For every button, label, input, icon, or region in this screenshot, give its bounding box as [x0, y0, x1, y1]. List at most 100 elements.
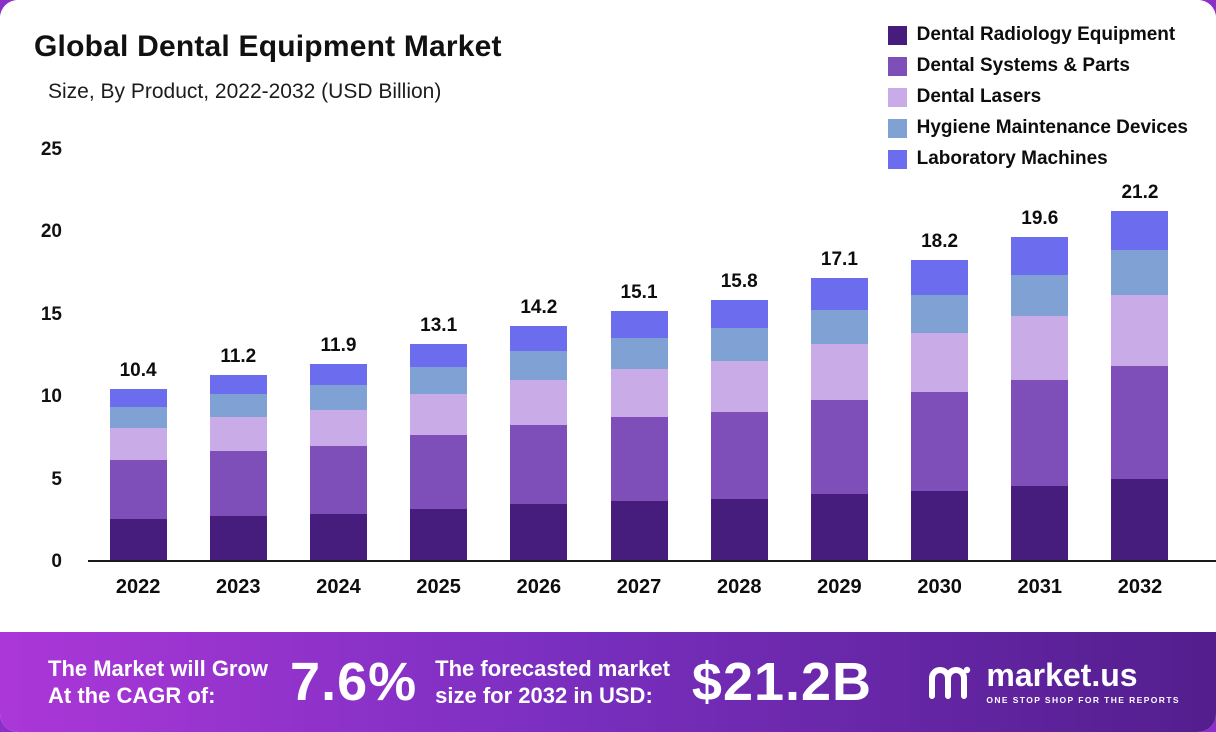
x-label-2030: 2030 [917, 576, 962, 598]
y-tick-5: 5 [51, 468, 62, 490]
segment-2024-4 [309, 363, 367, 386]
segment-2026-0 [510, 503, 568, 560]
segment-2031-3 [1011, 274, 1069, 317]
bar-2030 [911, 260, 969, 560]
x-label-2031: 2031 [1017, 576, 1063, 598]
total-label-2030: 18.2 [921, 231, 959, 253]
segment-2027-2 [610, 368, 668, 417]
segment-2028-0 [710, 499, 768, 560]
legend-item-3: Hygiene Maintenance Devices [887, 117, 1188, 139]
segment-2031-1 [1011, 380, 1069, 486]
x-label-2023: 2023 [216, 576, 261, 598]
x-axis-labels: 2022 2023 2024 2025 2026 2027 2028 2029 2030 2031… [88, 576, 1216, 599]
chart-subtitle: Size, By Product, 2022-2032 (USD Billion… [48, 80, 442, 103]
segment-2023-2 [209, 416, 267, 452]
segment-2024-1 [309, 446, 367, 514]
legend-label-2: Dental Lasers [916, 86, 1042, 107]
segment-2028-2 [710, 360, 768, 412]
legend-label-1: Dental Systems & Parts [916, 55, 1130, 76]
legend-swatch-2 [887, 87, 907, 107]
segment-2027-1 [610, 416, 668, 501]
y-tick-10: 10 [40, 386, 62, 408]
forecast-label-line2: size for 2032 in USD: [435, 683, 653, 708]
marketus-logo-icon [929, 666, 971, 699]
x-label-2032: 2032 [1117, 576, 1163, 598]
plot-area: 10.4 11.2 11.9 13.1 14.2 15.1 15.8 17.1 18.2 19.6… [88, 150, 1216, 562]
bar-2029 [810, 278, 868, 560]
legend-swatch-3 [887, 118, 907, 138]
y-tick-25: 25 [40, 139, 62, 160]
segment-2025-3 [410, 367, 468, 394]
y-axis: 0 5 10 15 20 25 [0, 139, 88, 572]
brand-tagline: ONE STOP SHOP FOR THE REPORTS [986, 695, 1180, 705]
footer-banner: The Market will Grow At the CAGR of: 7.6… [0, 632, 1216, 732]
segment-2027-3 [610, 337, 668, 369]
legend-item-1: Dental Systems & Parts [887, 55, 1188, 77]
chart-legend: Dental Radiology Equipment Dental Systems… [887, 24, 1188, 170]
segment-2027-0 [610, 500, 668, 560]
total-label-2022: 10.4 [119, 359, 157, 381]
bar-column-2032: 21.2 [1090, 150, 1190, 560]
brand-block: market.us ONE STOP SHOP FOR THE REPORTS [926, 659, 1180, 705]
segment-2032-3 [1111, 250, 1169, 295]
brand-name: market.us [986, 657, 1138, 693]
legend-item-2: Dental Lasers [887, 86, 1188, 108]
total-label-2031: 19.6 [1021, 208, 1059, 230]
segment-2023-0 [209, 515, 267, 560]
segment-2022-4 [109, 388, 167, 407]
segment-2031-0 [1011, 485, 1069, 560]
segment-2026-3 [510, 350, 568, 381]
bar-2031 [1011, 237, 1069, 560]
segment-2029-4 [810, 278, 868, 310]
cagr-value: 7.6% [290, 652, 418, 712]
x-label-2022: 2022 [115, 576, 161, 598]
bar-2027 [610, 311, 668, 560]
bar-column-2026: 14.2 [489, 150, 589, 560]
segment-2029-3 [810, 309, 868, 345]
cagr-label-line2: At the CAGR of: [48, 683, 216, 708]
x-label-2028: 2028 [716, 576, 762, 598]
segment-2030-3 [911, 294, 969, 333]
segment-2029-1 [810, 400, 868, 495]
cagr-label: The Market will Grow At the CAGR of: [48, 655, 268, 710]
segment-2031-2 [1011, 316, 1069, 381]
x-label-2024: 2024 [316, 576, 361, 598]
bar-column-2028: 15.8 [689, 150, 789, 560]
bar-2023 [209, 375, 267, 560]
chart-header: Global Dental Equipment Market Size, By … [34, 30, 502, 104]
legend-item-0: Dental Radiology Equipment [887, 24, 1188, 46]
bar-column-2030: 18.2 [890, 150, 990, 560]
brand-text: market.us ONE STOP SHOP FOR THE REPORTS [986, 659, 1180, 705]
forecast-label: The forecasted market size for 2032 in U… [435, 655, 670, 710]
total-label-2025: 13.1 [420, 315, 458, 337]
chart-card: Global Dental Equipment Market Size, By … [0, 24, 1216, 599]
x-label-2026: 2026 [516, 576, 562, 598]
segment-2026-1 [510, 424, 568, 504]
segment-2025-0 [410, 508, 468, 560]
x-label-2025: 2025 [416, 576, 461, 598]
segment-2029-2 [810, 344, 868, 401]
legend-swatch-4 [887, 149, 907, 169]
segment-2023-1 [209, 451, 267, 516]
forecast-value: $21.2B [691, 652, 873, 712]
segment-2025-2 [410, 393, 468, 435]
segment-2024-2 [309, 410, 367, 447]
segment-2025-1 [410, 434, 468, 509]
segment-2032-0 [1111, 479, 1169, 560]
legend-label-3: Hygiene Maintenance Devices [916, 117, 1188, 138]
total-label-2027: 15.1 [620, 282, 658, 304]
bar-column-2023: 11.2 [188, 150, 288, 560]
bar-column-2031: 19.6 [990, 150, 1090, 560]
bar-2024 [309, 363, 367, 560]
y-tick-20: 20 [40, 221, 62, 243]
segment-2028-3 [710, 327, 768, 361]
segment-2023-3 [209, 393, 267, 417]
x-label-2029: 2029 [817, 576, 862, 598]
segment-2022-1 [109, 459, 167, 519]
bar-2028 [710, 299, 768, 560]
total-label-2029: 17.1 [820, 249, 858, 271]
forecast-label-line1: The forecasted market [435, 655, 670, 681]
chart-title: Global Dental Equipment Market [34, 30, 502, 63]
bar-column-2022: 10.4 [88, 150, 188, 560]
